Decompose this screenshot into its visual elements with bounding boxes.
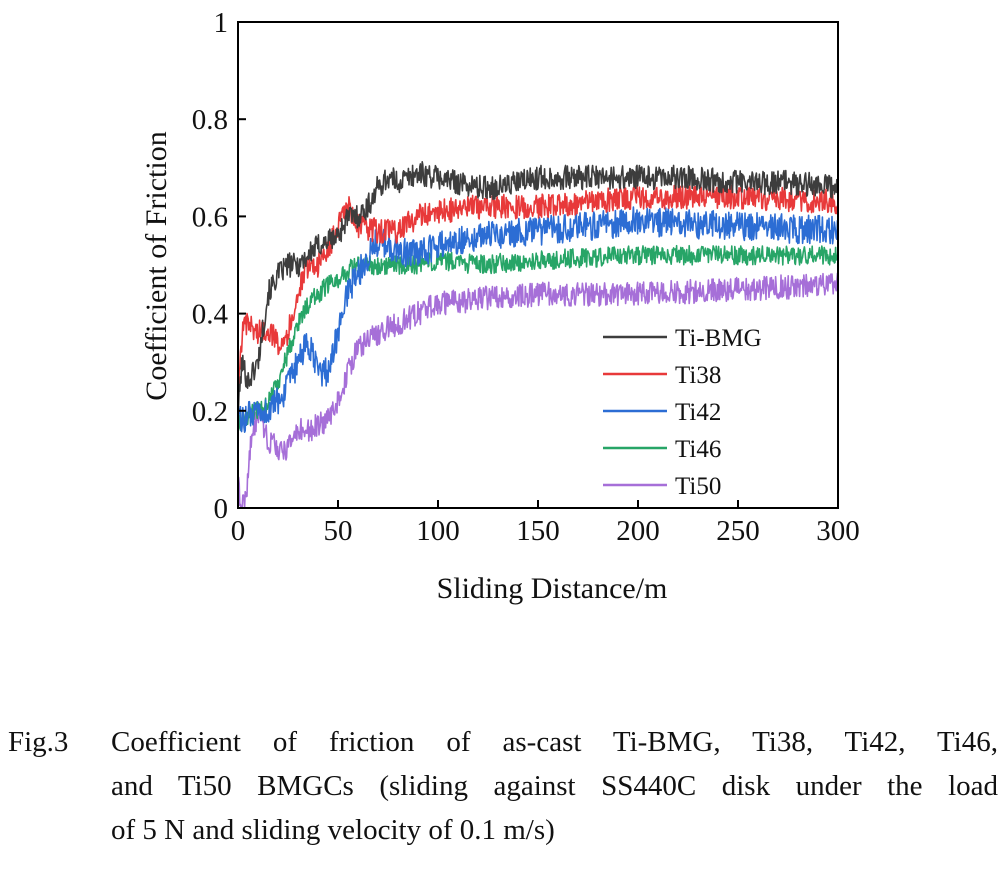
axis-layer: 0 50 100 150 200 250 300 0 0.2 0.4 0.6 0.8 1 [192, 7, 860, 547]
y-tick-label: 0.2 [192, 396, 228, 428]
caption-line-3: of 5 N and sliding velocity of 0.1 m/s) [8, 808, 998, 852]
series-line-ti42 [237, 206, 839, 435]
friction-chart: 0 50 100 150 200 250 300 0 0.2 0.4 0.6 0.8 1 Sliding… [140, 7, 860, 605]
figure-caption: Fig.3 Coefficient of friction of as-cast… [8, 720, 998, 852]
y-axis-label: Coefficient of Friction [140, 131, 173, 400]
y-tick-label: 0.4 [192, 299, 229, 331]
y-tick-label: 0 [214, 493, 229, 525]
y-tick-label: 0.8 [192, 104, 228, 136]
x-tick-label: 100 [416, 515, 460, 547]
series-line-ti46 [237, 244, 839, 431]
x-tick-label: 250 [716, 515, 760, 547]
caption-line-1: Fig.3 Coefficient of friction of as-cast… [8, 720, 998, 764]
legend-label-ti-bmg: Ti-BMG [675, 325, 762, 352]
legend-label-ti50: Ti50 [675, 473, 721, 500]
x-tick-label: 300 [816, 515, 860, 547]
legend-label-ti42: Ti42 [675, 399, 721, 426]
legend-label-ti38: Ti38 [675, 362, 721, 389]
x-tick-label: 50 [324, 515, 353, 547]
legend-label-ti46: Ti46 [675, 436, 721, 463]
caption-text-3: of 5 N and sliding velocity of 0.1 m/s) [111, 814, 555, 846]
x-tick-label: 0 [231, 515, 246, 547]
caption-label: Fig.3 [8, 726, 69, 758]
x-tick-label: 150 [516, 515, 560, 547]
x-axis-label: Sliding Distance/m [437, 572, 668, 605]
x-tick-label: 200 [616, 515, 660, 547]
caption-text-1: Coefficient of friction of as-cast Ti-BM… [111, 726, 998, 758]
caption-text-2: and Ti50 BMGCs (sliding against SS440C d… [111, 770, 998, 802]
series-layer [237, 161, 839, 509]
series-line-ti50 [237, 272, 839, 509]
caption-line-2: and Ti50 BMGCs (sliding against SS440C d… [8, 764, 998, 808]
y-tick-label: 1 [214, 7, 229, 39]
legend: Ti-BMG Ti38 Ti42 Ti46 Ti50 [603, 325, 762, 500]
y-tick-label: 0.6 [192, 201, 228, 233]
series-line-ti-bmg [237, 161, 839, 417]
